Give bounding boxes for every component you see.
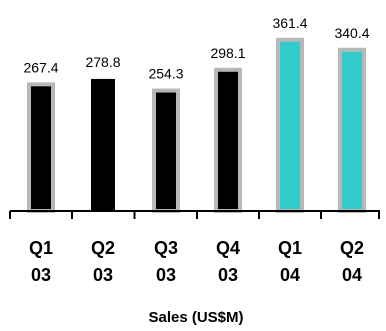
category-tick-label-quarter: Q2	[91, 238, 115, 258]
x-axis-title: Sales (US$M)	[148, 309, 243, 326]
bar-value-label: 267.4	[23, 59, 58, 75]
category-tick-label-year: 03	[31, 265, 51, 285]
category-tick-label-quarter: Q1	[29, 238, 53, 258]
bars-layer	[27, 37, 366, 214]
category-tick-label-year: 04	[342, 265, 362, 285]
category-tick-label-year: 04	[280, 265, 300, 285]
bar-3	[152, 88, 180, 213]
value-labels-layer: 267.4 278.8 254.3 298.1 361.4 340.4	[23, 15, 369, 82]
bar-value-label: 361.4	[272, 15, 307, 31]
x-axis	[9, 210, 380, 219]
category-tick-label-year: 03	[93, 265, 113, 285]
bar-2	[91, 78, 115, 212]
bar-4	[214, 67, 242, 214]
category-tick-label-year: 03	[218, 265, 238, 285]
tick-labels-layer: Q1 03 Q2 03 Q3 03 Q4 03 Q1 04 Q2 04	[29, 238, 364, 285]
category-tick-label-year: 03	[156, 265, 176, 285]
category-tick-label-quarter: Q1	[278, 238, 302, 258]
bar-value-label: 278.8	[85, 54, 120, 70]
category-tick-label-quarter: Q3	[154, 238, 178, 258]
bar-value-label: 254.3	[148, 66, 183, 82]
bar-6	[338, 47, 366, 214]
bar-value-label: 340.4	[334, 25, 369, 41]
bar-1	[27, 82, 55, 213]
bar-5	[276, 37, 304, 213]
category-tick-label-quarter: Q4	[216, 238, 240, 258]
bar-value-label: 298.1	[210, 45, 245, 61]
category-tick-label-quarter: Q2	[340, 238, 364, 258]
